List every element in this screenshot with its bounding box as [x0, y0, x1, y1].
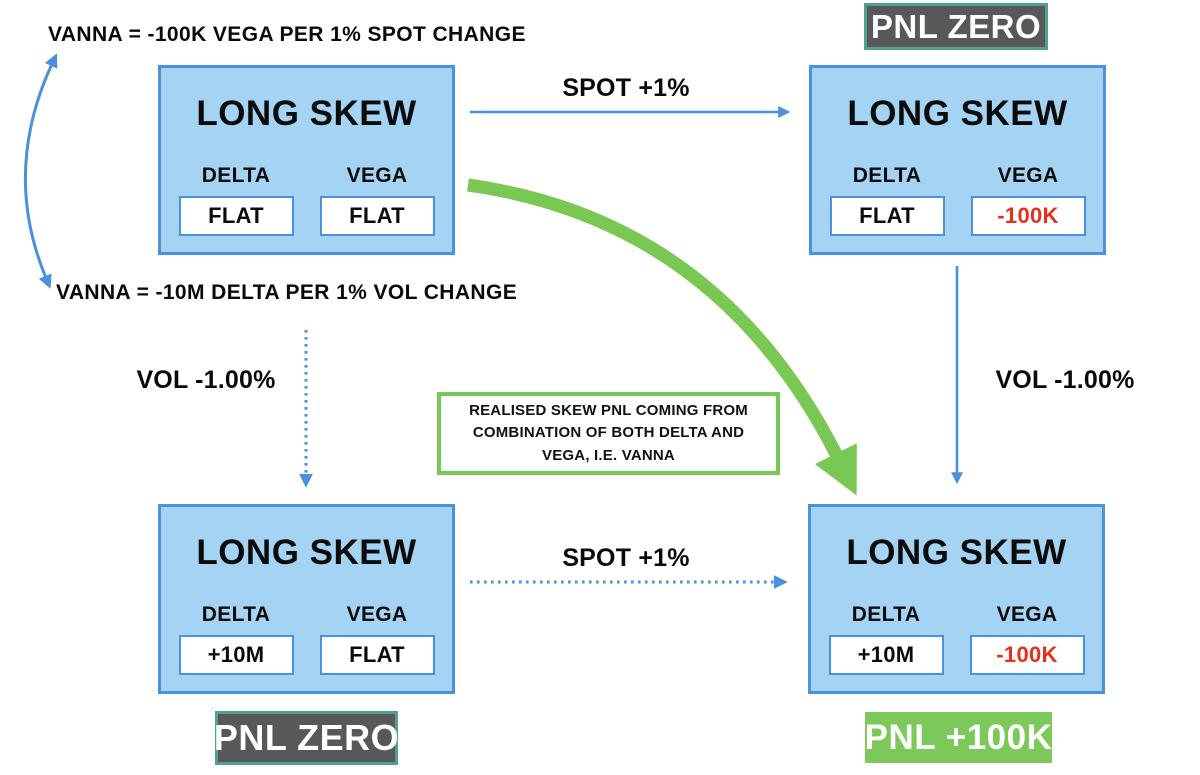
delta-label: DELTA [201, 164, 271, 187]
vega-group: VEGA -100K [970, 164, 1086, 236]
delta-value: FLAT [178, 196, 294, 236]
vega-label: VEGA [346, 603, 408, 626]
box-title: LONG SKEW [846, 533, 1067, 572]
delta-value: +10M [178, 635, 294, 675]
vol-right-arrow-label: VOL -1.00% [995, 366, 1135, 394]
delta-label: DELTA [851, 603, 921, 626]
pnl-zero-badge-top-right: PNL ZERO [864, 3, 1048, 50]
delta-group: DELTA FLAT [829, 164, 945, 236]
vol-left-arrow-label: VOL -1.00% [136, 366, 276, 394]
vega-group: VEGA -100K [969, 603, 1085, 675]
spot-bottom-arrow-label: SPOT +1% [562, 544, 690, 572]
vega-value-negative: -100K [969, 635, 1085, 675]
vega-group: VEGA FLAT [319, 603, 435, 675]
delta-group: DELTA FLAT [178, 164, 294, 236]
delta-value: +10M [828, 635, 944, 675]
realised-skew-pnl-note: REALISED SKEW PNL COMING FROM COMBINATIO… [437, 392, 780, 475]
long-skew-box-top-right: LONG SKEW DELTA FLAT VEGA -100K [809, 65, 1106, 255]
delta-group: DELTA +10M [178, 603, 294, 675]
vanna-vol-annotation: VANNA = -10M DELTA PER 1% VOL CHANGE [56, 281, 518, 304]
vega-label: VEGA [997, 164, 1059, 187]
spot-top-arrow-label: SPOT +1% [562, 74, 690, 102]
box-title: LONG SKEW [196, 94, 417, 133]
long-skew-box-bottom-left: LONG SKEW DELTA +10M VEGA FLAT [158, 504, 455, 694]
pnl-zero-badge-bottom-left: PNL ZERO [214, 711, 399, 765]
pnl-plus-100k-badge: PNL +100K [865, 712, 1052, 763]
long-skew-box-bottom-right: LONG SKEW DELTA +10M VEGA -100K [808, 504, 1105, 694]
delta-label: DELTA [201, 603, 271, 626]
vega-value: FLAT [319, 196, 435, 236]
long-skew-box-top-left: LONG SKEW DELTA FLAT VEGA FLAT [158, 65, 455, 255]
vanna-double-arc-arrow [23, 53, 58, 289]
vega-value-negative: -100K [970, 196, 1086, 236]
vega-value: FLAT [319, 635, 435, 675]
delta-label: DELTA [852, 164, 922, 187]
vega-group: VEGA FLAT [319, 164, 435, 236]
vanna-spot-annotation: VANNA = -100K VEGA PER 1% SPOT CHANGE [48, 23, 526, 46]
vega-label: VEGA [996, 603, 1058, 626]
vega-label: VEGA [346, 164, 408, 187]
box-title: LONG SKEW [847, 94, 1068, 133]
box-title: LONG SKEW [196, 533, 417, 572]
delta-group: DELTA +10M [828, 603, 944, 675]
delta-value: FLAT [829, 196, 945, 236]
